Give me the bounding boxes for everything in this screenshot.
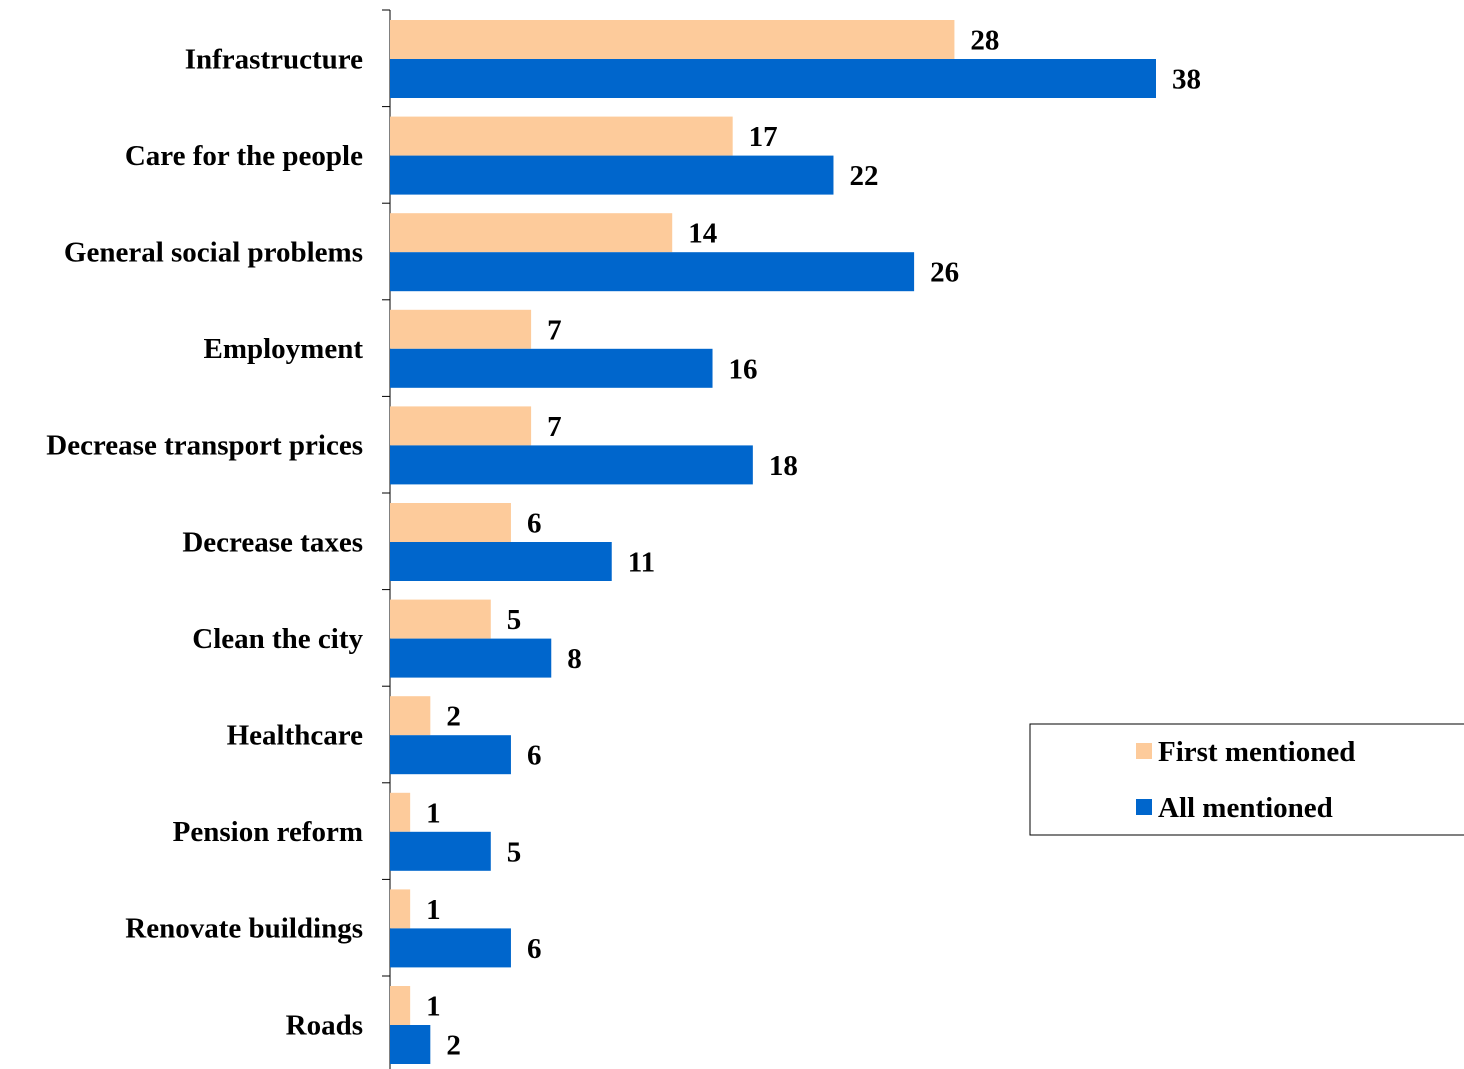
legend-box: [1029, 723, 1464, 836]
legend-swatch-first-mentioned: [1136, 743, 1152, 759]
data-label: 38: [1172, 64, 1201, 96]
data-label: 6: [527, 740, 542, 772]
bar-all-mentioned: [390, 831, 491, 871]
bar-first-mentioned: [390, 406, 532, 446]
bar-first-mentioned: [390, 792, 411, 832]
bar-all-mentioned: [390, 1025, 431, 1064]
legend-swatch-all-mentioned: [1136, 799, 1152, 815]
bar-first-mentioned: [390, 213, 673, 253]
data-label: 1: [426, 797, 441, 829]
bar-all-mentioned: [390, 155, 834, 195]
bar-first-mentioned: [390, 503, 511, 542]
bars-layer: [390, 20, 1156, 1064]
data-label: 26: [930, 257, 959, 289]
category-label: Pension reform: [173, 816, 363, 848]
data-label: 14: [688, 218, 717, 250]
bar-first-mentioned: [390, 116, 733, 156]
bar-first-mentioned: [390, 696, 431, 736]
category-label: Decrease transport prices: [46, 430, 363, 462]
bar-first-mentioned: [390, 599, 491, 639]
category-label: General social problems: [64, 237, 363, 269]
category-label: Healthcare: [227, 720, 363, 752]
data-label: 18: [769, 450, 798, 482]
data-label: 8: [567, 643, 582, 675]
bar-first-mentioned: [390, 309, 532, 349]
data-label: 6: [527, 508, 542, 540]
legend-label-all-mentioned: All mentioned: [1158, 792, 1333, 824]
bar-all-mentioned: [390, 252, 915, 292]
category-label: Renovate buildings: [125, 913, 363, 945]
category-label: Clean the city: [192, 623, 363, 655]
data-label: 1: [426, 991, 441, 1023]
data-label: 16: [729, 353, 758, 385]
legend: First mentioned All mentioned: [1029, 723, 1464, 836]
data-label: 7: [547, 314, 562, 346]
bar-all-mentioned: [390, 348, 713, 388]
bar-first-mentioned: [390, 889, 411, 929]
category-label: Decrease taxes: [182, 526, 363, 558]
bar-all-mentioned: [390, 542, 612, 581]
category-label: Roads: [286, 1009, 363, 1041]
data-label: 28: [970, 25, 999, 57]
bar-all-mentioned: [390, 928, 511, 968]
bar-all-mentioned: [390, 735, 511, 775]
legend-label-first-mentioned: First mentioned: [1158, 736, 1355, 768]
bar-first-mentioned: [390, 986, 411, 1025]
category-label: Infrastructure: [185, 43, 363, 75]
data-label: 2: [446, 701, 461, 733]
category-label: Employment: [204, 333, 364, 365]
data-label: 17: [749, 121, 778, 153]
bar-all-mentioned: [390, 445, 753, 485]
bar-all-mentioned: [390, 59, 1156, 98]
bar-first-mentioned: [390, 20, 955, 59]
data-label: 5: [507, 836, 521, 868]
data-label: 22: [849, 160, 878, 192]
data-label: 7: [547, 411, 562, 443]
data-label: 5: [507, 604, 521, 636]
bar-all-mentioned: [390, 638, 552, 678]
category-label: Care for the people: [125, 140, 363, 172]
data-label: 2: [446, 1030, 461, 1062]
data-label: 1: [426, 894, 441, 926]
data-label: 11: [628, 547, 655, 579]
axis-layer: [382, 9, 391, 1069]
data-label: 6: [527, 933, 542, 965]
